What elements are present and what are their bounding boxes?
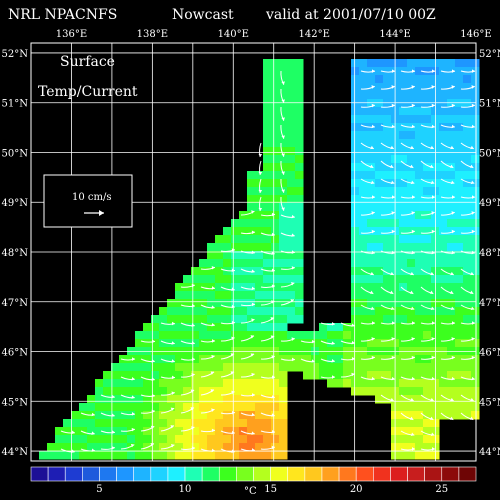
colorbar-swatch <box>30 466 49 482</box>
colorbar-unit: °C <box>244 486 257 497</box>
lat-tick-label-right: 50°N <box>479 148 500 159</box>
colorbar-swatch <box>441 466 460 482</box>
lat-tick-label-left: 47°N <box>2 298 29 309</box>
field-title-line2: Temp/Current <box>38 84 138 100</box>
lon-tick-label: 146°E <box>460 29 491 40</box>
colorbar-tick: 20 <box>350 484 363 495</box>
lat-tick-label-right: 44°N <box>479 447 500 458</box>
lon-tick-label: 136°E <box>56 29 87 40</box>
map-frame <box>30 42 477 462</box>
colorbar-swatch <box>321 466 340 482</box>
colorbar-tick: 10 <box>179 484 192 495</box>
vector-scale-legend: 10 cm/s <box>43 174 133 228</box>
vector-scale-label: 10 cm/s <box>72 192 112 203</box>
lat-tick-label-left: 48°N <box>2 248 29 259</box>
lat-tick-label-left: 45°N <box>2 397 29 408</box>
colorbar-swatch <box>287 466 306 482</box>
colorbar-swatch <box>407 466 425 482</box>
colorbar-swatch <box>270 466 289 482</box>
lat-tick-label-left: 49°N <box>2 198 29 209</box>
colorbar-swatch <box>338 466 357 482</box>
latitude-tick-labels: 44°N 44°N 45°N 45°N 46°N 46°N 47°N 47°N 48°N 48°N… <box>2 49 500 458</box>
colorbar-swatch <box>253 466 271 482</box>
colorbar-swatch <box>116 466 134 482</box>
colorbar-swatch <box>373 466 391 482</box>
lat-tick-label-right: 47°N <box>479 298 500 309</box>
colorbar-swatch <box>424 466 443 482</box>
lat-tick-label-left: 50°N <box>2 148 29 159</box>
lat-tick-label-right: 45°N <box>479 397 500 408</box>
lat-tick-label-right: 51°N <box>479 99 500 110</box>
colorbar-tick: 25 <box>435 484 448 495</box>
field-title-line1: Surface <box>60 54 115 70</box>
lat-tick-label-right: 46°N <box>479 348 500 359</box>
colorbar-swatch <box>218 466 237 482</box>
lat-tick-label-right: 48°N <box>479 248 500 259</box>
colorbar-swatch <box>150 466 169 482</box>
temperature-field <box>39 59 480 460</box>
lon-tick-label: 142°E <box>298 29 329 40</box>
colorbar-tick: 15 <box>264 484 277 495</box>
temperature-colorbar <box>30 466 477 482</box>
map-header: NRL NPACNFS Nowcast valid at 2001/07/10 … <box>0 0 500 26</box>
colorbar-swatch <box>236 466 254 482</box>
lat-tick-label-left: 51°N <box>2 99 29 110</box>
lon-tick-label: 144°E <box>379 29 410 40</box>
colorbar-swatch <box>64 466 83 482</box>
valid-time: valid at 2001/07/10 00Z <box>266 7 436 23</box>
colorbar-swatch <box>390 466 408 482</box>
current-streamlines <box>60 69 476 453</box>
colorbar-tick-labels: 5 10 15 20 25 <box>96 484 448 495</box>
colorbar-swatch <box>167 466 186 482</box>
colorbar-tick: 5 <box>96 484 102 495</box>
product-type: Nowcast <box>172 7 234 23</box>
colorbar-swatch <box>47 466 66 482</box>
colorbar-swatch <box>355 466 374 482</box>
colorbar-swatch <box>99 466 117 482</box>
lat-tick-label-right: 49°N <box>479 198 500 209</box>
lat-tick-label-left: 46°N <box>2 348 29 359</box>
colorbar-swatch <box>82 466 100 482</box>
lat-tick-label-right: 52°N <box>479 49 500 60</box>
longitude-tick-labels: 136°E 138°E 140°E 142°E 144°E 146°E <box>56 29 492 40</box>
lat-tick-label-left: 52°N <box>2 49 29 60</box>
lon-tick-label: 140°E <box>218 29 249 40</box>
lon-tick-label: 138°E <box>137 29 168 40</box>
colorbar-swatch <box>201 466 220 482</box>
colorbar-swatch <box>458 466 477 482</box>
lat-tick-label-left: 44°N <box>2 447 29 458</box>
colorbar-swatch <box>133 466 152 482</box>
model-name: NRL NPACNFS <box>8 7 118 23</box>
colorbar-swatch <box>304 466 323 482</box>
colorbar-swatch <box>184 466 203 482</box>
vector-scale-box <box>43 174 133 228</box>
vector-scale-arrow-icon <box>84 210 104 216</box>
